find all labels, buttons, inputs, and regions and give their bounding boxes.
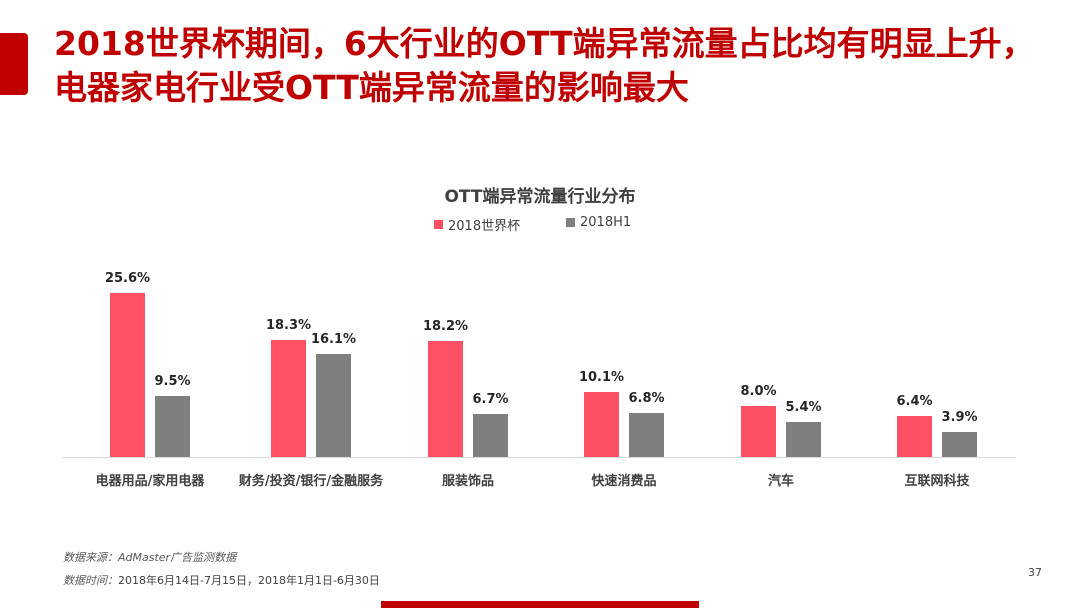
bar-worldcup: [584, 392, 619, 457]
bar-value-label: 10.1%: [578, 370, 625, 385]
bar-value-label: 18.3%: [265, 318, 312, 333]
time-value: 2018年6月14日-7月15日，2018年1月1日-6月30日: [118, 574, 380, 587]
category-label: 服装饰品: [441, 474, 494, 489]
legend-label: 2018H1: [580, 215, 632, 230]
category-label: 互联网科技: [904, 474, 970, 489]
slide-title: 2018世界杯期间，6大行业的OTT端异常流量占比均有明显上升，电器家电行业受O…: [54, 24, 1035, 107]
data-time-note: 数据时间：2018年6月14日-7月15日，2018年1月1日-6月30日: [63, 572, 380, 588]
bar-h1: [155, 396, 190, 457]
bar-worldcup: [110, 293, 145, 457]
bar-worldcup: [741, 406, 776, 457]
legend-swatch-h1: [566, 218, 575, 227]
bottom-accent-bar: [381, 601, 699, 608]
bar-value-label: 6.8%: [628, 391, 665, 406]
bar-h1: [316, 354, 351, 457]
bar-value-label: 5.4%: [785, 400, 822, 415]
bar-h1: [473, 414, 508, 457]
bar-value-label: 9.5%: [154, 374, 191, 389]
category-label: 电器用品/家用电器: [95, 474, 205, 489]
bar-h1: [942, 432, 977, 457]
bar-worldcup: [428, 341, 463, 457]
legend-item-worldcup: 2018世界杯: [434, 215, 520, 234]
bar-value-label: 8.0%: [740, 384, 777, 399]
bar-value-label: 18.2%: [422, 319, 469, 334]
time-key: 数据时间：: [63, 574, 118, 587]
bar-chart-plot: 25.6% 9.5% 18.3% 16.1% 18.2% 6.7% 10.1% 6.8% 8.0…: [62, 250, 1016, 458]
legend-item-h1: 2018H1: [566, 215, 631, 230]
category-label: 快速消费品: [591, 474, 657, 489]
category-label: 财务/投资/银行/金融服务: [238, 474, 384, 489]
data-source-note: 数据来源：AdMaster广告监测数据: [63, 549, 236, 565]
bar-worldcup: [897, 416, 932, 457]
title-accent-bar: [0, 33, 28, 95]
bar-value-label: 6.4%: [896, 394, 933, 409]
source-key: 数据来源：: [63, 551, 118, 564]
bar-value-label: 3.9%: [941, 410, 978, 425]
chart-title: OTT端异常流量行业分布: [444, 187, 636, 207]
legend-label: 2018世界杯: [448, 219, 521, 234]
bar-value-label: 6.7%: [472, 392, 509, 407]
bar-value-label: 16.1%: [310, 332, 357, 347]
bar-h1: [629, 413, 664, 457]
page-number: 37: [1028, 566, 1042, 579]
category-label: 汽车: [767, 474, 794, 489]
x-axis-line: [62, 457, 1016, 458]
source-value: AdMaster广告监测数据: [118, 551, 237, 564]
legend-swatch-worldcup: [434, 220, 443, 229]
bar-worldcup: [271, 340, 306, 457]
bar-value-label: 25.6%: [104, 271, 151, 286]
bar-h1: [786, 422, 821, 457]
